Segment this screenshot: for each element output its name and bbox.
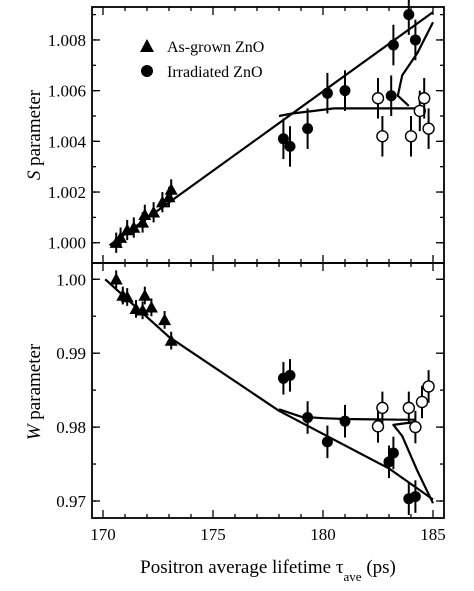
s-open-point [404, 130, 418, 143]
w-open-point [402, 401, 415, 415]
s-irradiated-point [403, 9, 415, 21]
s-fit-curve [278, 107, 418, 118]
w-irradiated-point [284, 369, 296, 381]
s-as-grown-point [136, 215, 150, 228]
s-fit-curve [108, 11, 434, 247]
w-irradiated-point [383, 456, 395, 468]
w-irradiated-point [387, 447, 399, 459]
w-axis-label-symbol: W [24, 422, 45, 440]
w-open-point [376, 401, 389, 415]
s-fit-curves [108, 11, 434, 247]
w-data-points [109, 270, 435, 516]
w-fit-curve [392, 420, 434, 504]
w-parameter-panel: 170 175 180 185 0.97 0.98 0.99 1.00 W parameter… [24, 262, 446, 584]
w-as-grown-point [144, 300, 158, 313]
s-y-tick-label: 1.002 [48, 183, 86, 202]
s-irradiated-point [339, 85, 351, 97]
legend-label-irradiated: Irradiated ZnO [167, 64, 263, 81]
s-y-tick-label: 1.000 [48, 234, 86, 253]
legend-circle-marker [141, 65, 153, 77]
s-as-grown-point [164, 182, 178, 195]
s-irradiated-point [385, 90, 397, 102]
w-as-grown-point [158, 313, 172, 326]
s-irradiated-point [387, 39, 399, 51]
x-axis-label: Positron average lifetime τave (ps) [140, 557, 396, 584]
s-irradiated-point [321, 87, 333, 99]
s-axis-label-symbol: S [24, 170, 45, 180]
w-axis-label-rest: parameter [24, 343, 45, 424]
s-as-grown-point [155, 195, 169, 208]
s-open-point [418, 92, 431, 105]
legend: As-grown ZnO Irradiated ZnO [140, 39, 264, 81]
s-y-tick-label: 1.006 [48, 82, 86, 101]
x-tick-label: 185 [420, 525, 446, 544]
s-as-grown-point [127, 221, 141, 233]
x-tick-label: 175 [200, 525, 226, 544]
legend-triangle-marker [140, 39, 154, 52]
w-open-point [371, 420, 385, 433]
w-y-tick-label: 0.99 [56, 344, 86, 363]
s-y-tick-label: 1.004 [48, 132, 87, 151]
s-parameter-panel: 1.000 1.002 1.004 1.006 1.008 As-grown ZnO I… [24, 0, 445, 264]
w-fit-curves [104, 278, 434, 504]
s-irradiated-point [409, 34, 421, 46]
w-as-grown-point [109, 272, 123, 285]
w-fit-curve [278, 408, 416, 421]
s-as-grown-point [147, 205, 161, 218]
w-as-grown-point [138, 289, 152, 301]
s-open-point [371, 92, 385, 105]
w-as-grown-point [164, 334, 178, 346]
s-open-point [422, 122, 435, 135]
s-fit-curve [396, 21, 434, 107]
w-as-grown-point [136, 303, 150, 316]
s-as-grown-point [114, 231, 128, 243]
w-irradiated-point [302, 411, 314, 423]
w-irradiated-point [339, 415, 351, 427]
w-as-grown-point [120, 290, 134, 303]
w-y-tick-label: 0.97 [56, 492, 86, 511]
w-open-point [422, 380, 435, 393]
s-y-tick-label: 1.008 [48, 31, 86, 50]
s-axis-label: S parameter [24, 89, 45, 180]
s-open-point [376, 130, 389, 143]
x-axis-label-unit: (ps) [362, 557, 396, 578]
w-y-tick-label: 1.00 [56, 270, 86, 289]
w-irradiated-point [321, 436, 333, 448]
x-axis-label-main: Positron average lifetime τ [140, 557, 344, 578]
w-open-point [409, 420, 422, 434]
s-irradiated-point [277, 133, 289, 145]
w-fit-curve [104, 278, 434, 501]
s-data-points [109, 0, 435, 253]
s-open-point [413, 104, 426, 118]
s-as-grown-point [162, 190, 176, 203]
w-axis-ticks: 170 175 180 185 0.97 0.98 0.99 1.00 [56, 263, 446, 544]
x-tick-label: 170 [90, 525, 116, 544]
w-axis-label: W parameter [24, 343, 45, 440]
legend-label-as-grown: As-grown ZnO [167, 39, 264, 56]
s-irradiated-point [284, 140, 296, 152]
s-irradiated-point [302, 123, 314, 135]
x-axis-label-subscript: ave [344, 569, 362, 584]
s-axis-label-rest: parameter [24, 89, 45, 170]
s-axis-ticks: 1.000 1.002 1.004 1.006 1.008 [48, 7, 444, 263]
w-irradiated-point [409, 491, 421, 503]
w-open-point [415, 395, 429, 409]
x-tick-label: 180 [310, 525, 336, 544]
w-y-tick-label: 0.98 [56, 418, 86, 437]
